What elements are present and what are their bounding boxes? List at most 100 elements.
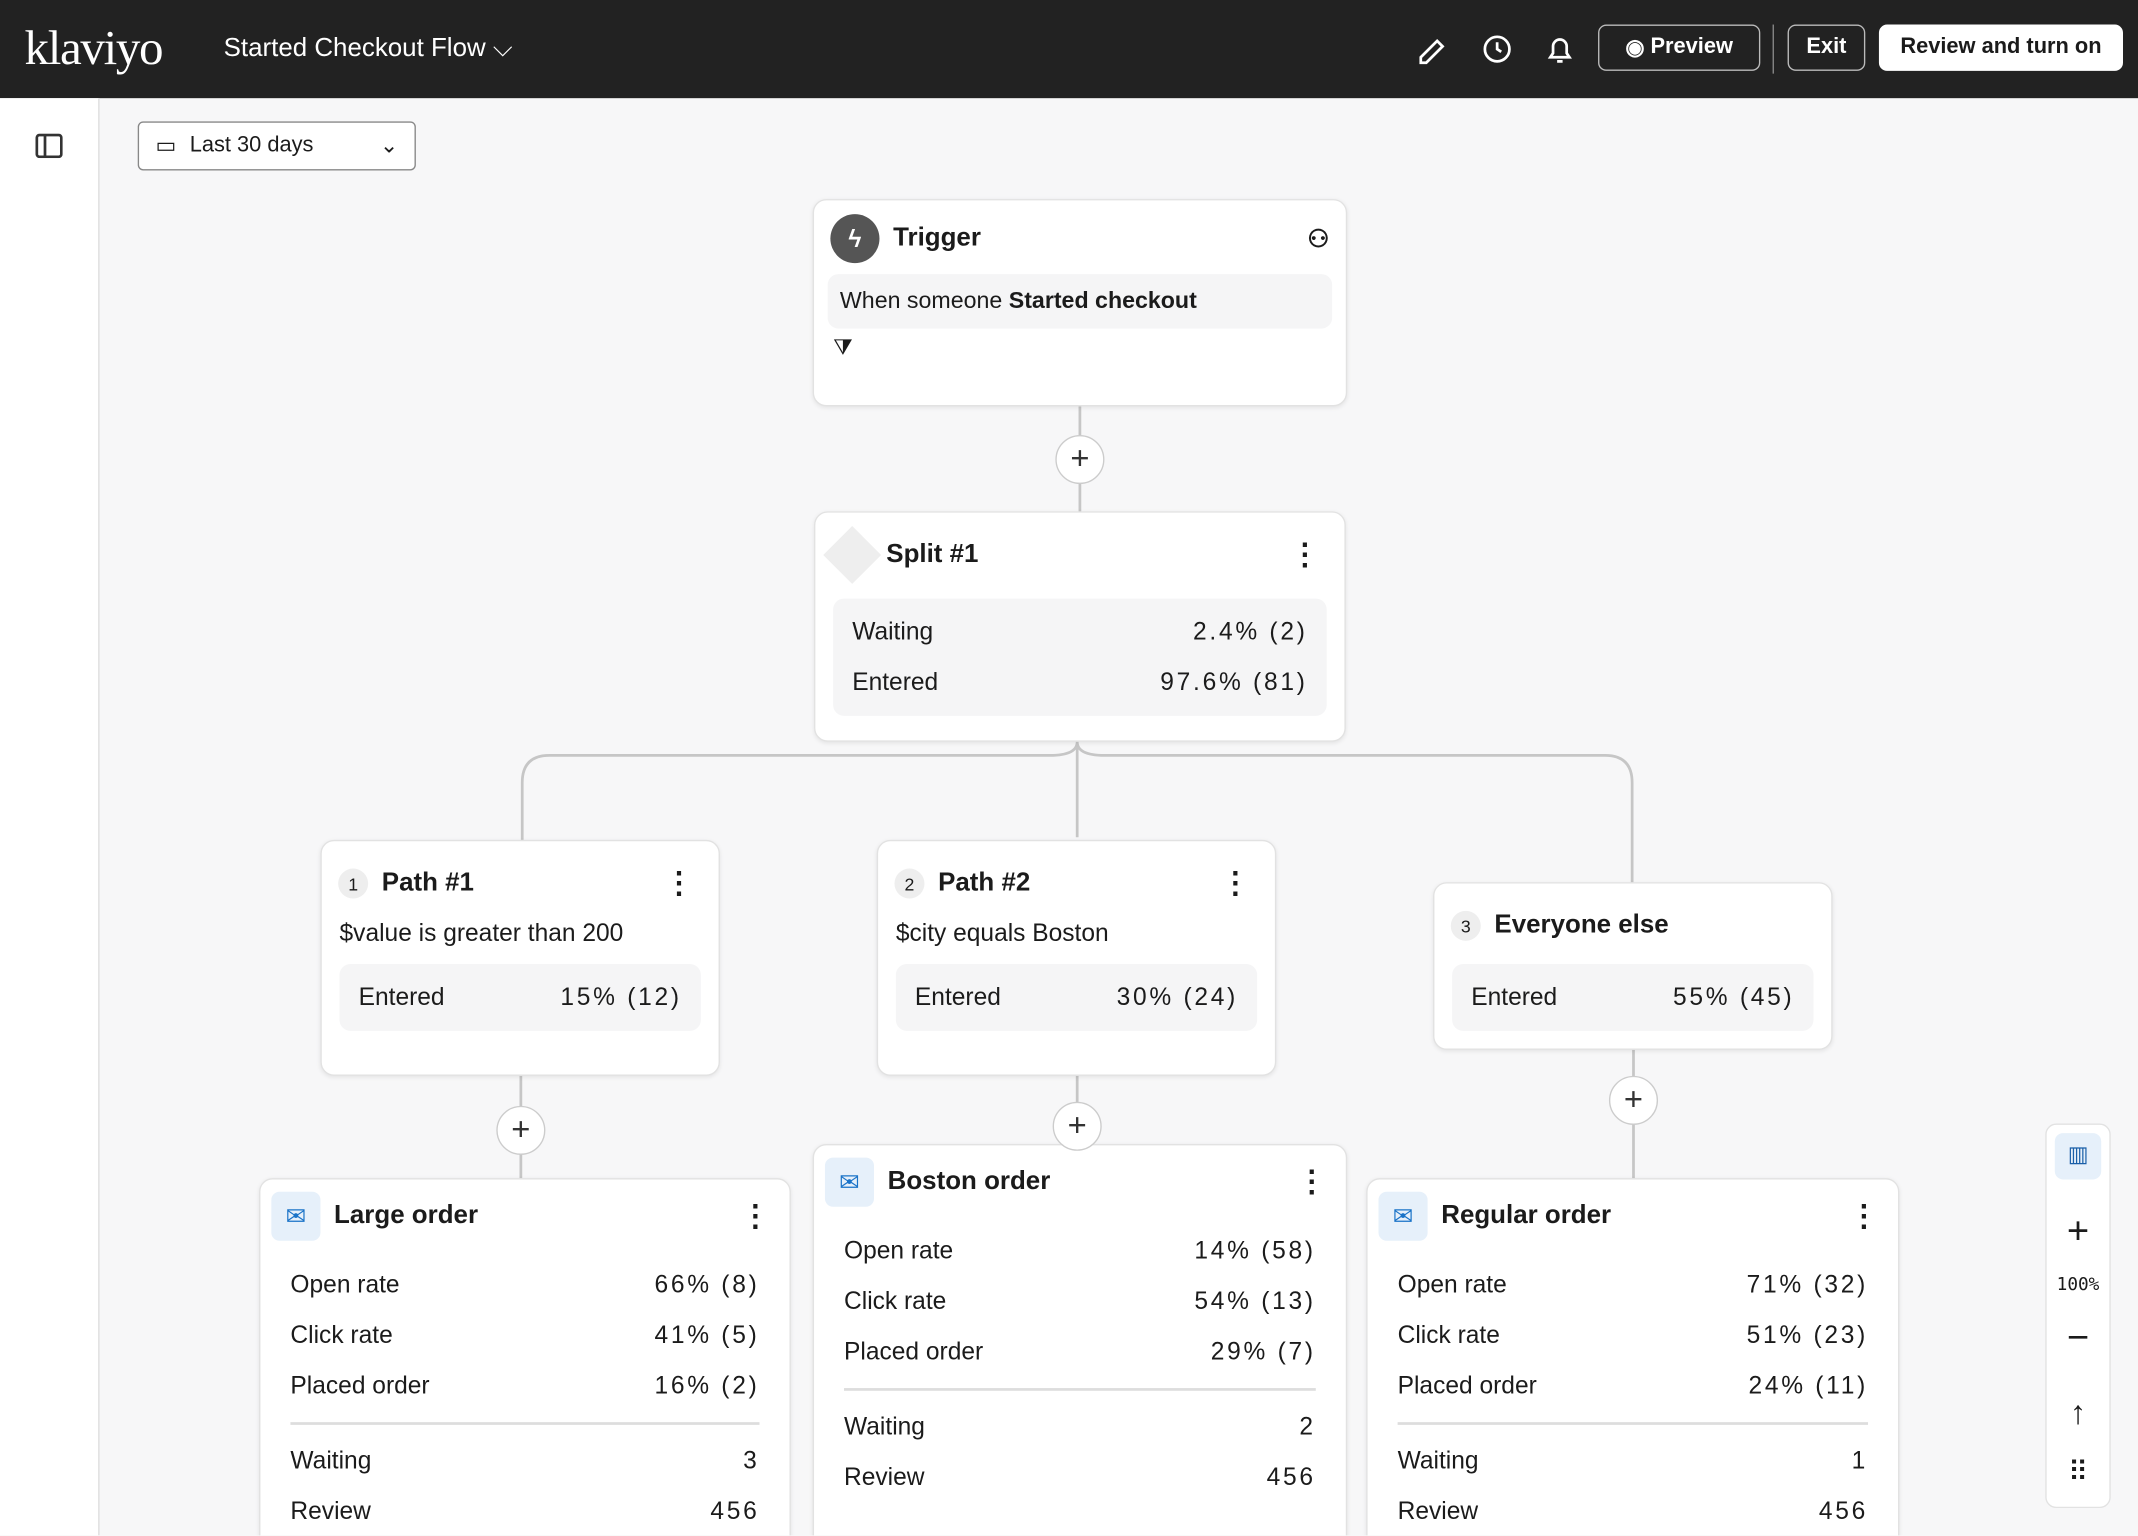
stat-label: Waiting	[1397, 1446, 1479, 1474]
stat-row: Waiting 3	[260, 1436, 789, 1486]
stat-row: Open rate 14% (58)	[814, 1226, 1346, 1276]
review-button[interactable]: Review and turn on	[1878, 24, 2124, 71]
stat-label: Placed order	[1397, 1371, 1537, 1399]
toolbar-icons	[1419, 35, 1572, 65]
analytics-toggle[interactable]: ▥	[2054, 1133, 2102, 1180]
stat-label: Entered	[852, 668, 939, 696]
stat-row: Entered 97.6% (81)	[833, 657, 1327, 707]
email-card[interactable]: ✉ Large order ⋮ Open rate 66% (8) Click rate…	[259, 1178, 791, 1536]
stat-row: Open rate 66% (8)	[260, 1260, 789, 1310]
stat-label: Open rate	[290, 1270, 400, 1299]
card-title: Split #1	[886, 539, 979, 569]
split-card[interactable]: Split #1 ⋮ Waiting 2.4% (2) Entered 97.6% (8…	[814, 511, 1346, 742]
sidebar-toggle[interactable]	[35, 133, 63, 159]
zoom-out[interactable]: −	[2066, 1315, 2090, 1359]
zoom-in[interactable]: +	[2066, 1209, 2090, 1252]
trigger-condition: When someone Started checkout	[827, 274, 1333, 329]
grid-menu[interactable]: ⠿	[2068, 1457, 2088, 1488]
history-icon[interactable]	[1483, 35, 1511, 63]
logo[interactable]: klaviyo	[24, 20, 164, 75]
add-profile[interactable]: ⚇	[1307, 224, 1330, 252]
date-dropdown[interactable]: ▭ Last 30 days ⌄	[137, 121, 416, 171]
path-number: 3	[1450, 910, 1481, 941]
stat-row: Waiting 1	[1368, 1436, 1898, 1486]
top-bar: klaviyo Started Checkout Flow ⌵ ◉ Previe…	[0, 0, 2138, 99]
stat-row: Review 456	[260, 1486, 789, 1535]
stat-label: Placed order	[844, 1337, 984, 1365]
stat-value: 71% (32)	[1746, 1270, 1869, 1299]
path-condition: $value is greater than 200	[339, 919, 624, 947]
trigger-event: Started checkout	[1008, 287, 1197, 314]
card-title: Path #1	[381, 868, 474, 898]
menu-button[interactable]: ⋮	[740, 1198, 771, 1233]
exit-button[interactable]: Exit	[1787, 24, 1866, 71]
stat-value: 30% (24)	[1116, 983, 1239, 1011]
menu-button[interactable]: ⋮	[1220, 865, 1251, 900]
path-number: 2	[894, 868, 925, 899]
stat-label: Waiting	[852, 617, 934, 645]
card-title: Trigger	[893, 223, 981, 253]
stat-row: Review 456	[1368, 1486, 1898, 1535]
trigger-icon: ϟ	[830, 214, 880, 264]
card-title: Path #2	[938, 868, 1031, 898]
path-card[interactable]: 1 Path #1 ⋮ $value is greater than 200 Ent…	[320, 839, 720, 1076]
stat-row: Click rate 41% (5)	[260, 1310, 789, 1360]
scroll-top[interactable]: ↑	[2069, 1394, 2087, 1432]
trigger-card[interactable]: ϟ Trigger ⚇ When someone Started checkout …	[812, 199, 1348, 407]
menu-button[interactable]: ⋮	[1296, 1164, 1327, 1199]
menu-button[interactable]: ⋮	[1848, 1198, 1879, 1233]
zoom-panel: ▥ + 100% − ↑ ⠿	[2045, 1123, 2111, 1509]
flow-title: Started Checkout Flow	[223, 34, 486, 63]
stat-label: Open rate	[844, 1236, 954, 1264]
stat-label: Review	[290, 1497, 371, 1525]
add-step[interactable]: +	[1055, 434, 1105, 485]
path-condition: $city equals Boston	[895, 919, 1109, 947]
stat-row: Entered 15% (12)	[340, 972, 701, 1022]
stat-label: Review	[844, 1463, 925, 1491]
stat-label: Waiting	[844, 1412, 925, 1440]
stat-row: Waiting 2	[814, 1402, 1346, 1452]
divider	[290, 1422, 760, 1425]
stat-value: 456	[710, 1497, 760, 1525]
stat-value: 66% (8)	[654, 1270, 760, 1299]
divider	[844, 1388, 1316, 1391]
stat-label: Entered	[914, 983, 1001, 1011]
email-card[interactable]: ✉ Regular order ⋮ Open rate 71% (32) Click r…	[1366, 1178, 1900, 1536]
stat-label: Waiting	[290, 1446, 372, 1474]
stat-label: Placed order	[290, 1371, 430, 1399]
add-step[interactable]: +	[1608, 1075, 1659, 1125]
menu-button[interactable]: ⋮	[664, 865, 695, 900]
stat-row: Entered 30% (24)	[896, 972, 1257, 1022]
stat-row: Placed order 29% (7)	[814, 1327, 1346, 1377]
stat-row: Placed order 16% (2)	[260, 1361, 789, 1411]
bell-icon[interactable]	[1547, 38, 1572, 63]
trigger-text: When someone	[839, 287, 1003, 314]
card-title: Boston order	[887, 1167, 1051, 1196]
path-card[interactable]: 2 Path #2 ⋮ $city equals Boston Entered 30%…	[876, 839, 1277, 1076]
card-title: Large order	[334, 1201, 479, 1230]
add-step[interactable]: +	[1052, 1101, 1102, 1151]
stat-value: 16% (2)	[654, 1371, 760, 1399]
flow-name[interactable]: Started Checkout Flow ⌵	[223, 34, 513, 63]
stat-value: 54% (13)	[1194, 1287, 1316, 1315]
stat-label: Click rate	[1397, 1321, 1500, 1349]
stat-row: Click rate 54% (13)	[814, 1276, 1346, 1326]
card-title: Regular order	[1441, 1201, 1612, 1230]
preview-button[interactable]: ◉ Preview	[1598, 24, 1761, 71]
menu-button[interactable]: ⋮	[1289, 537, 1320, 572]
stat-row: Waiting 2.4% (2)	[833, 607, 1327, 657]
stat-value: 24% (11)	[1748, 1371, 1869, 1399]
email-card[interactable]: ✉ Boston order ⋮ Open rate 14% (58) Click ra…	[812, 1143, 1348, 1536]
stat-row: Placed order 24% (11)	[1368, 1361, 1898, 1411]
add-step[interactable]: +	[496, 1105, 546, 1155]
stat-value: 51% (23)	[1746, 1321, 1869, 1349]
stat-value: 15% (12)	[560, 983, 682, 1011]
stat-label: Entered	[358, 983, 445, 1011]
edit-icon[interactable]	[1419, 38, 1445, 65]
divider	[1397, 1422, 1869, 1425]
filter-icon[interactable]: ⧩	[833, 336, 853, 360]
stat-label: Open rate	[1397, 1270, 1507, 1299]
path-card[interactable]: 3 Everyone else Entered 55% (45)	[1433, 882, 1833, 1050]
stat-row: Entered 55% (45)	[1452, 972, 1813, 1022]
